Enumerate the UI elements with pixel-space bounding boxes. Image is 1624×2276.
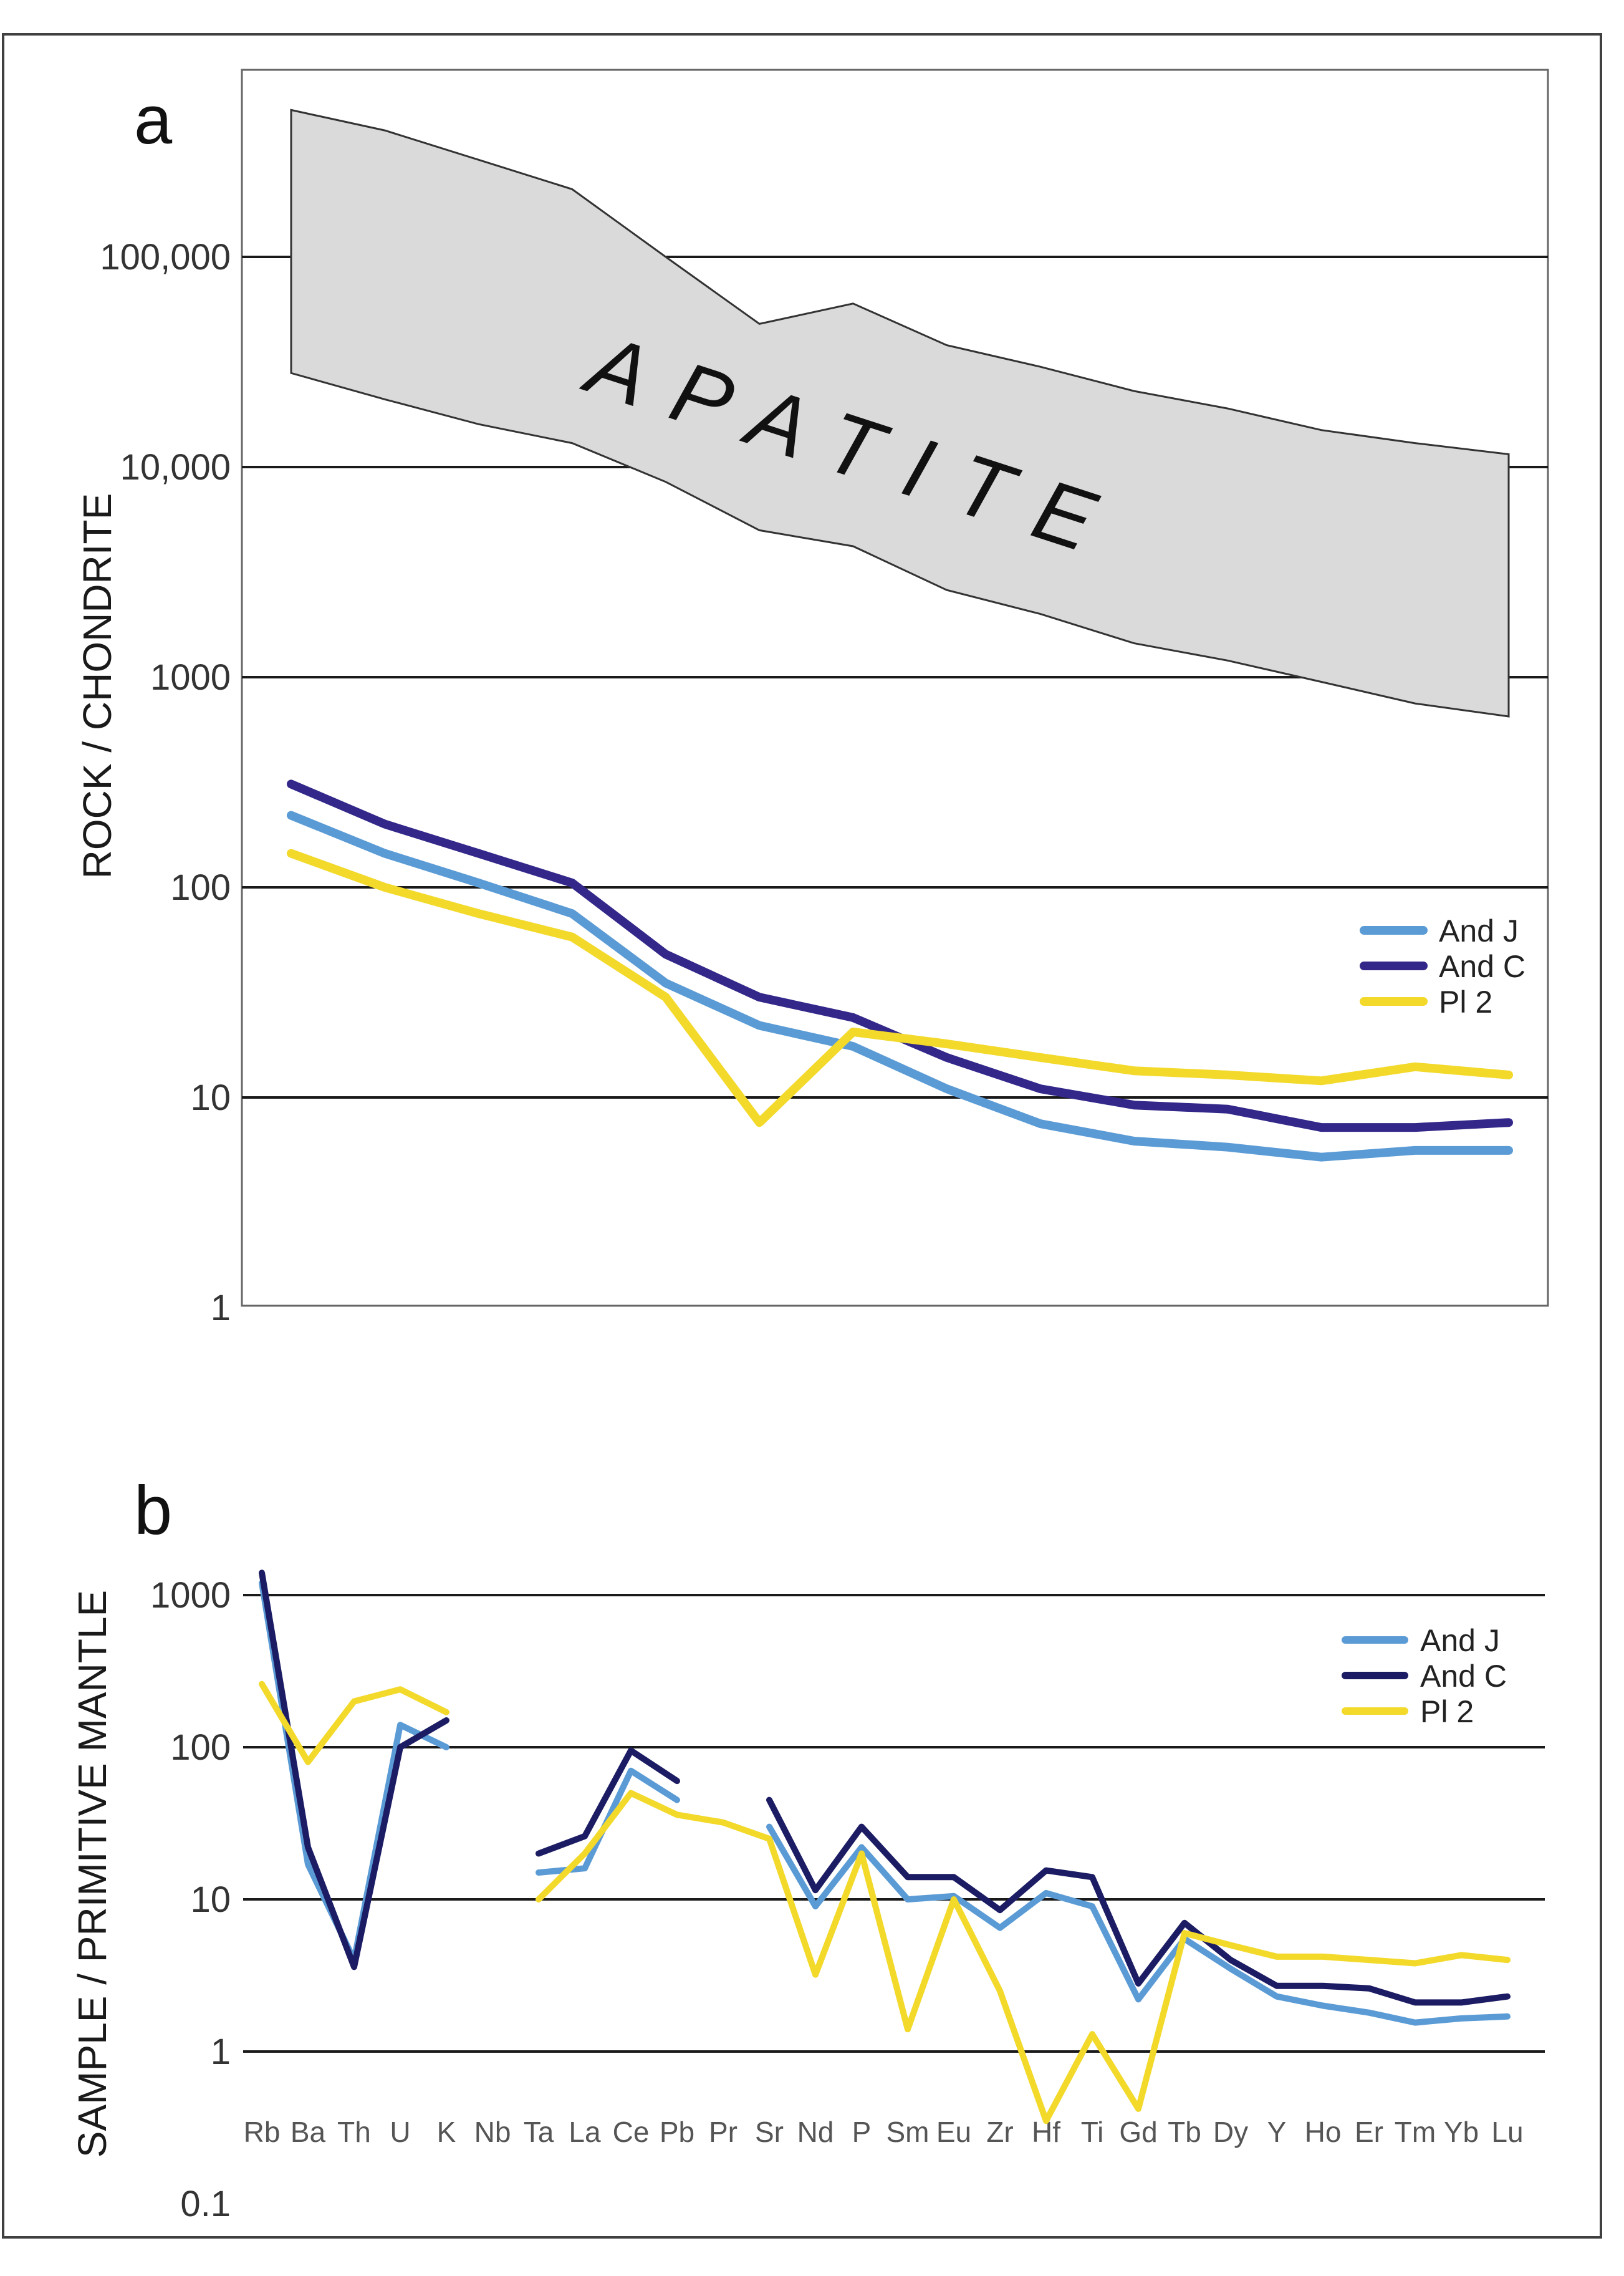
panel-b-x-tick-label: Ho [1305,2116,1342,2148]
panel-b-x-tick-label: Nb [474,2116,511,2148]
panel-b-x-tick-label: Sr [755,2116,784,2148]
panel-a-y-tick-label: 100 [170,867,231,908]
panel-b-x-tick-label: P [852,2116,872,2148]
panel-a-y-tick-label: 1 [211,1288,231,1328]
panel-b-x-tick-label: Tb [1168,2116,1201,2148]
panel-b-legend-label: Pl 2 [1420,1694,1474,1729]
panel-b-x-tick-label: U [390,2116,410,2148]
panel-b-x-tick-label: Eu [936,2116,971,2148]
panel-b: b 0.1 1 10 100 1000 SAMPLE / PRIMITIVE MANTL… [70,1472,1545,2224]
panel-b-label: b [134,1472,172,1549]
panel-b-x-tick-label: Gd [1119,2116,1157,2148]
panel-b-y-tick-label: 1 [211,2032,231,2072]
panel-b-x-tick-label: Yb [1444,2116,1479,2148]
panel-b-x-tick-label: Rb [244,2116,281,2148]
panel-a-legend-label: And C [1439,949,1526,984]
panel-b-x-tick-label: Lu [1491,2116,1523,2148]
panel-a-y-tick-label: 100,000 [100,237,231,277]
panel-b-legend-label: And C [1420,1659,1507,1694]
panel-b-x-tick-label: Dy [1213,2116,1248,2148]
panel-a-label: a [134,82,173,158]
panel-b-y-tick-label: 0.1 [180,2184,231,2224]
panel-a-legend-label: And J [1439,914,1519,948]
panel-b-x-tick-label: Tm [1395,2116,1436,2148]
panel-b-x-tick-label: Er [1355,2116,1383,2148]
panel-b-x-tick-label: Ta [524,2116,554,2148]
panel-b-y-tick-label: 100 [170,1727,231,1768]
panel-a-frame [241,69,1549,1307]
panel-b-series-and-c [259,1570,1511,2006]
panel-b-y-tick-label: 10 [190,1879,231,1920]
panel-b-x-tick-label: Sm [886,2116,930,2148]
panel-b-y-tick-label: 1000 [150,1575,231,1616]
panel-b-x-tick-label: Ti [1081,2116,1104,2148]
panel-a-series-and-j [287,811,1513,1162]
panel-b-x-tick-label: Zr [986,2116,1013,2148]
panel-b-x-tick-label: Pb [660,2116,694,2148]
panel-b-x-tick-label: Ba [291,2116,326,2148]
panel-a-y-tick-label: 1000 [150,657,231,698]
panel-a-y-tick-label: 10 [190,1078,231,1118]
apatite-band [290,108,1510,718]
panel-b-x-tick-label: Nd [797,2116,834,2148]
panel-a-series-pl-2 [287,849,1513,1127]
panel-b-x-tick-label: Y [1267,2116,1287,2148]
panel-b-legend-label: And J [1420,1623,1500,1658]
panel-b-x-tick-label: K [437,2116,456,2148]
panel-b-y-axis-label: SAMPLE / PRIMITIVE MANTLE [70,1590,115,2158]
panel-a-legend-label: Pl 2 [1439,985,1492,1020]
panel-a-y-tick-label: 10,000 [120,447,231,488]
panel-b-x-tick-label: Ce [613,2116,650,2148]
panel-a-y-axis-label: ROCK / CHONDRITE [75,493,120,879]
panel-b-x-tick-label: Th [337,2116,371,2148]
panel-b-x-tick-label: La [569,2116,601,2148]
panel-b-x-tick-label: Pr [709,2116,738,2148]
panel-b-series-pl-2 [259,1680,1511,2124]
